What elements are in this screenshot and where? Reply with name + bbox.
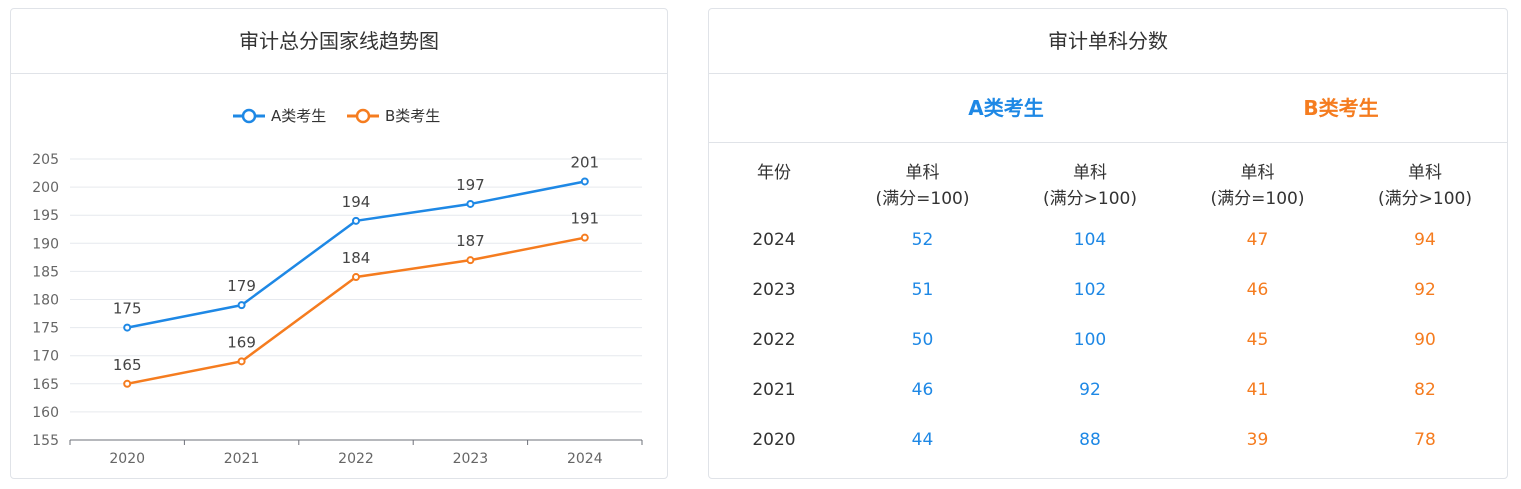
cell-b-100: 39 xyxy=(1246,430,1269,450)
x-tick-label: 2021 xyxy=(224,451,260,467)
cell-b-100: 45 xyxy=(1246,330,1269,350)
y-tick-label: 200 xyxy=(32,180,59,196)
data-label: 194 xyxy=(342,193,371,211)
table-row: 2020 44 88 39 78 xyxy=(709,415,1509,465)
y-tick-label: 205 xyxy=(32,152,59,168)
scores-table: 年份 单科 (满分=100) 单科 (满分>100) 单科 (满分=100) 单科 (满… xyxy=(709,143,1509,465)
y-tick-label: 175 xyxy=(32,321,59,337)
column-header-b-gt100: 单科 (满分>100) xyxy=(1378,163,1472,209)
y-tick-label: 155 xyxy=(32,433,59,449)
table-row: 2024 52 104 47 94 xyxy=(709,215,1509,265)
data-label: 165 xyxy=(113,356,142,374)
cell-a-gt100: 88 xyxy=(1079,430,1101,450)
single-subject-card: 审计单科分数 A类考生 B类考生 年份 单科 (满分=100) 单科 (满分>100… xyxy=(708,8,1508,479)
chart-legend: A类考生 B类考生 xyxy=(233,107,440,125)
cell-year: 2021 xyxy=(752,380,796,400)
cell-a-100: 50 xyxy=(911,330,934,350)
y-tick-label: 160 xyxy=(32,405,59,421)
chart-series: 175 179 194 197 201 165 169 184 187 191 xyxy=(113,153,599,388)
data-point xyxy=(352,216,360,225)
cell-a-100: 44 xyxy=(911,430,934,450)
y-tick-label: 185 xyxy=(32,264,59,280)
cell-b-100: 46 xyxy=(1246,280,1269,300)
data-point xyxy=(580,177,589,186)
table-row: 2023 51 102 46 92 xyxy=(709,265,1509,315)
data-label: 184 xyxy=(342,249,371,267)
cell-a-100: 46 xyxy=(911,380,934,400)
x-tick-label: 2023 xyxy=(453,451,489,467)
data-point xyxy=(580,233,589,242)
cell-b-gt100: 94 xyxy=(1414,230,1436,250)
data-point xyxy=(466,256,475,265)
column-header-a-gt100: 单科 (满分>100) xyxy=(1043,163,1137,209)
group-a-title: A类考生 xyxy=(968,96,1044,120)
chart-grid xyxy=(70,158,642,413)
cell-a-100: 51 xyxy=(911,280,934,300)
y-tick-label: 190 xyxy=(32,236,59,252)
cell-a-gt100: 104 xyxy=(1073,230,1107,250)
table-header-row: 年份 单科 (满分=100) 单科 (满分>100) 单科 (满分=100) 单科 (满… xyxy=(709,143,1509,215)
x-tick-label: 2024 xyxy=(567,451,603,467)
data-label: 175 xyxy=(113,300,142,318)
cell-year: 2024 xyxy=(752,230,796,250)
cell-a-gt100: 100 xyxy=(1073,330,1107,350)
table-row: 2022 50 100 45 90 xyxy=(709,315,1509,365)
cell-year: 2022 xyxy=(752,330,796,350)
data-label: 187 xyxy=(456,232,485,250)
y-tick-label: 180 xyxy=(32,293,59,309)
x-tick-label: 2020 xyxy=(109,451,145,467)
cell-b-gt100: 82 xyxy=(1414,380,1436,400)
line-chart: A类考生 B类考生 155 160 165 170 175 180 185 190 195 200 2… xyxy=(32,107,643,467)
column-header-year: 年份 xyxy=(757,163,791,183)
data-label: 179 xyxy=(227,277,256,295)
legend-label: B类考生 xyxy=(385,107,440,125)
group-header-row: A类考生 B类考生 xyxy=(709,74,1507,143)
cell-a-100: 52 xyxy=(911,230,934,250)
x-tick-label: 2022 xyxy=(338,451,374,467)
data-label: 197 xyxy=(456,176,485,194)
chart-axes: 155 160 165 170 175 180 185 190 195 200 205 2020 202… xyxy=(32,152,643,467)
cell-b-100: 47 xyxy=(1246,230,1269,250)
legend-marker xyxy=(355,108,371,124)
table-row: 2021 46 92 41 82 xyxy=(709,365,1509,415)
data-point xyxy=(237,357,246,366)
data-point xyxy=(352,273,360,282)
column-header-b-100: 单科 (满分=100) xyxy=(1210,163,1305,209)
cell-year: 2020 xyxy=(752,430,796,450)
cell-b-gt100: 78 xyxy=(1414,430,1436,450)
legend-marker xyxy=(241,108,257,124)
table-title: 审计单科分数 xyxy=(709,9,1507,74)
cell-year: 2023 xyxy=(752,280,796,300)
cell-b-gt100: 90 xyxy=(1414,330,1436,350)
y-tick-label: 195 xyxy=(32,208,59,224)
cell-b-gt100: 92 xyxy=(1414,280,1436,300)
cell-a-gt100: 92 xyxy=(1079,380,1101,400)
data-point xyxy=(466,199,475,208)
y-tick-label: 165 xyxy=(32,377,59,393)
column-header-a-100: 单科 (满分=100) xyxy=(875,163,970,209)
data-label: 201 xyxy=(570,153,599,171)
chart-title: 审计总分国家线趋势图 xyxy=(11,9,667,74)
data-point xyxy=(237,301,246,310)
trend-chart-card: 审计总分国家线趋势图 A类考生 B类考生 155 160 165 170 175 180 18… xyxy=(10,8,668,479)
data-label: 191 xyxy=(570,210,599,228)
cell-a-gt100: 102 xyxy=(1073,280,1107,300)
data-point xyxy=(123,379,132,388)
data-label: 169 xyxy=(227,333,256,351)
y-tick-label: 170 xyxy=(32,349,59,365)
group-b-title: B类考生 xyxy=(1303,96,1379,120)
data-point xyxy=(123,323,132,332)
cell-b-100: 41 xyxy=(1246,380,1269,400)
legend-label: A类考生 xyxy=(271,107,326,125)
